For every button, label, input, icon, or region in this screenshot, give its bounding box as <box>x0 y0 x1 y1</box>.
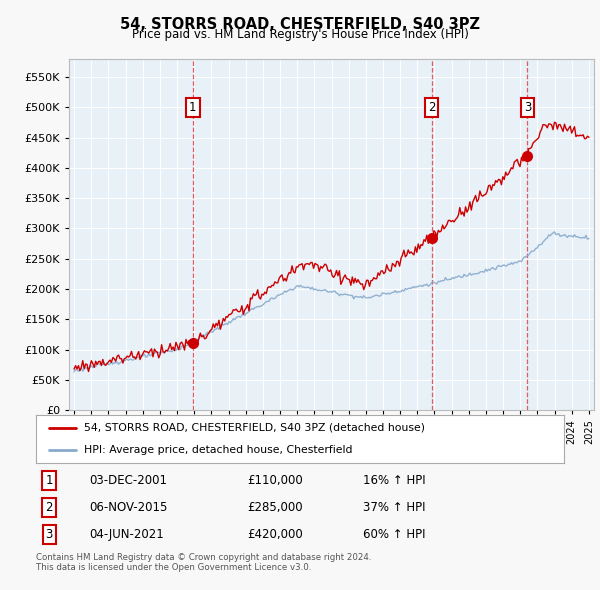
Text: 04-JUN-2021: 04-JUN-2021 <box>89 528 164 541</box>
Text: 1: 1 <box>46 474 53 487</box>
Text: This data is licensed under the Open Government Licence v3.0.: This data is licensed under the Open Gov… <box>36 563 311 572</box>
Text: 60% ↑ HPI: 60% ↑ HPI <box>364 528 426 541</box>
Text: 06-NOV-2015: 06-NOV-2015 <box>89 501 167 514</box>
Text: £285,000: £285,000 <box>247 501 303 514</box>
Text: Contains HM Land Registry data © Crown copyright and database right 2024.: Contains HM Land Registry data © Crown c… <box>36 553 371 562</box>
Text: £420,000: £420,000 <box>247 528 303 541</box>
Text: 2: 2 <box>428 101 436 114</box>
Text: 54, STORRS ROAD, CHESTERFIELD, S40 3PZ (detached house): 54, STORRS ROAD, CHESTERFIELD, S40 3PZ (… <box>83 423 425 433</box>
Text: 37% ↑ HPI: 37% ↑ HPI <box>364 501 426 514</box>
Text: 3: 3 <box>524 101 531 114</box>
Text: 2: 2 <box>46 501 53 514</box>
Text: Price paid vs. HM Land Registry's House Price Index (HPI): Price paid vs. HM Land Registry's House … <box>131 28 469 41</box>
Text: 16% ↑ HPI: 16% ↑ HPI <box>364 474 426 487</box>
Text: HPI: Average price, detached house, Chesterfield: HPI: Average price, detached house, Ches… <box>83 445 352 455</box>
Text: 3: 3 <box>46 528 53 541</box>
Text: 03-DEC-2001: 03-DEC-2001 <box>89 474 167 487</box>
Text: 1: 1 <box>189 101 197 114</box>
Text: £110,000: £110,000 <box>247 474 303 487</box>
Text: 54, STORRS ROAD, CHESTERFIELD, S40 3PZ: 54, STORRS ROAD, CHESTERFIELD, S40 3PZ <box>120 17 480 31</box>
